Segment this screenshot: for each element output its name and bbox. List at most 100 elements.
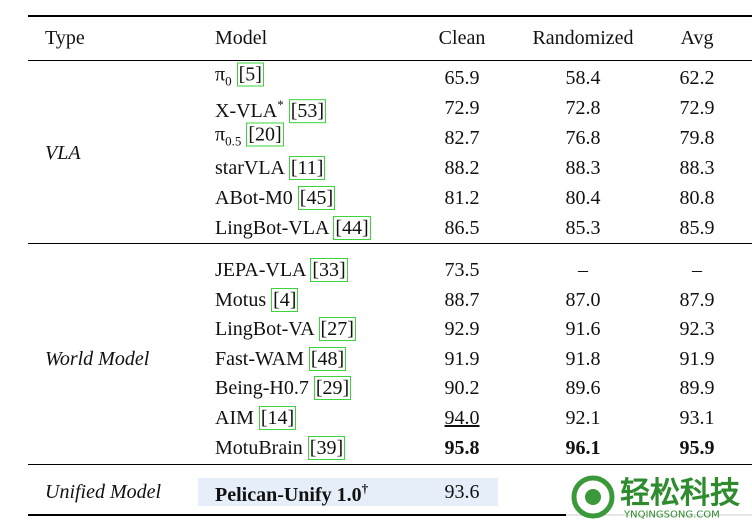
model-label: LingBot-VLA bbox=[215, 217, 329, 239]
score: 90.2 bbox=[444, 377, 480, 400]
model-superscript: * bbox=[277, 97, 284, 113]
group-type: Unified Model bbox=[45, 481, 162, 503]
citation: [11] bbox=[288, 156, 326, 180]
model-superscript: † bbox=[361, 481, 369, 497]
score: 65.9 bbox=[444, 67, 480, 89]
model-name: starVLA [11] bbox=[215, 156, 326, 180]
score: 82.7 bbox=[444, 127, 480, 149]
score: 85.9 bbox=[679, 217, 715, 239]
score: 72.9 bbox=[679, 97, 715, 119]
citation: [48] bbox=[308, 346, 347, 371]
citation: [29] bbox=[313, 376, 352, 401]
watermark-brand: 轻松科技 bbox=[620, 476, 740, 511]
score: 89.6 bbox=[565, 377, 601, 400]
column-header: Randomized bbox=[532, 27, 634, 49]
model-label: Motus bbox=[215, 288, 267, 311]
score: 87.9 bbox=[679, 288, 715, 311]
score: 92.3 bbox=[679, 318, 715, 341]
score: 95.8 bbox=[444, 436, 480, 459]
watermark-icon bbox=[571, 475, 615, 519]
header-rule bbox=[28, 60, 752, 61]
highlight bbox=[198, 478, 498, 506]
model-name: Pelican-Unify 1.0† bbox=[215, 477, 368, 507]
model-name: π0.5 [20] bbox=[215, 122, 284, 154]
score: 95.9 bbox=[679, 436, 715, 459]
model-label: MotuBrain bbox=[215, 436, 303, 459]
citation: [14] bbox=[258, 406, 297, 430]
score: 73.5 bbox=[444, 259, 480, 281]
score: 76.8 bbox=[565, 127, 601, 149]
score: 72.8 bbox=[565, 97, 601, 119]
score: 91.9 bbox=[444, 347, 480, 370]
model-name: MotuBrain [39] bbox=[215, 435, 346, 460]
score: 58.4 bbox=[565, 67, 601, 89]
model-name: AIM [14] bbox=[215, 406, 297, 430]
group-rule bbox=[28, 464, 752, 465]
citation: [45] bbox=[297, 186, 336, 210]
model-name: X-VLA* [53] bbox=[215, 93, 327, 123]
model-label: JEPA-VLA bbox=[215, 259, 306, 281]
score: 96.1 bbox=[565, 436, 601, 459]
score: – bbox=[692, 259, 702, 281]
score: 88.3 bbox=[679, 157, 715, 179]
model-label: X-VLA bbox=[215, 99, 278, 122]
model-name: LingBot-VLA [44] bbox=[215, 216, 371, 240]
score: 88.2 bbox=[444, 157, 480, 179]
column-header: Model bbox=[215, 27, 268, 49]
score: 85.3 bbox=[565, 217, 601, 239]
model-label: Pelican-Unify 1.0 bbox=[215, 483, 362, 506]
score: – bbox=[578, 259, 588, 281]
citation: [20] bbox=[246, 122, 284, 147]
model-label: starVLA bbox=[215, 157, 284, 179]
score: 86.5 bbox=[444, 217, 480, 239]
score: 87.0 bbox=[565, 288, 601, 311]
score: 93.6 bbox=[444, 481, 480, 503]
score: 91.8 bbox=[565, 347, 601, 370]
score: 91.6 bbox=[565, 318, 601, 341]
score: 92.1 bbox=[565, 407, 601, 429]
score: 94.0 bbox=[444, 407, 480, 429]
model-name: Being-H0.7 [29] bbox=[215, 376, 352, 401]
model-name: JEPA-VLA [33] bbox=[215, 258, 348, 282]
model-label: π bbox=[215, 123, 226, 146]
score: 79.8 bbox=[679, 127, 715, 149]
column-header: Type bbox=[45, 27, 85, 49]
watermark: 轻松科技 YNQINGSONG.COM bbox=[566, 470, 752, 525]
citation: [53] bbox=[288, 98, 327, 123]
model-label: ABot-M0 bbox=[215, 187, 293, 209]
group-type: VLA bbox=[45, 142, 81, 164]
model-name: Fast-WAM [48] bbox=[215, 346, 347, 371]
model-subscript: 0 bbox=[225, 73, 232, 89]
model-name: Motus [4] bbox=[215, 287, 299, 312]
score: 80.4 bbox=[565, 187, 601, 209]
column-header: Avg bbox=[680, 27, 714, 49]
model-name: π0 [5] bbox=[215, 62, 264, 94]
score: 88.3 bbox=[565, 157, 601, 179]
citation: [5] bbox=[236, 62, 264, 87]
score: 81.2 bbox=[444, 187, 480, 209]
model-subscript: 0.5 bbox=[225, 133, 242, 149]
top-rule bbox=[28, 15, 752, 17]
model-name: LingBot-VA [27] bbox=[215, 317, 356, 342]
model-label: LingBot-VA bbox=[215, 318, 314, 341]
score: 72.9 bbox=[444, 97, 480, 119]
watermark-site: YNQINGSONG.COM bbox=[624, 509, 720, 521]
group-type: World Model bbox=[45, 347, 150, 370]
model-label: π bbox=[215, 63, 226, 86]
bottom-rule bbox=[28, 514, 752, 516]
score: 62.2 bbox=[679, 67, 715, 89]
citation: [44] bbox=[333, 216, 371, 240]
citation: [4] bbox=[271, 287, 299, 312]
citation: [33] bbox=[310, 258, 348, 282]
group-rule bbox=[28, 243, 752, 244]
citation: [27] bbox=[318, 317, 356, 342]
score: 80.8 bbox=[679, 187, 715, 209]
column-header: Clean bbox=[438, 27, 486, 49]
score: 93.1 bbox=[679, 407, 715, 429]
model-name: ABot-M0 [45] bbox=[215, 186, 336, 210]
score: 92.9 bbox=[444, 318, 480, 341]
model-label: AIM bbox=[215, 407, 254, 429]
score: 89.9 bbox=[679, 377, 715, 400]
score: 91.9 bbox=[679, 347, 715, 370]
